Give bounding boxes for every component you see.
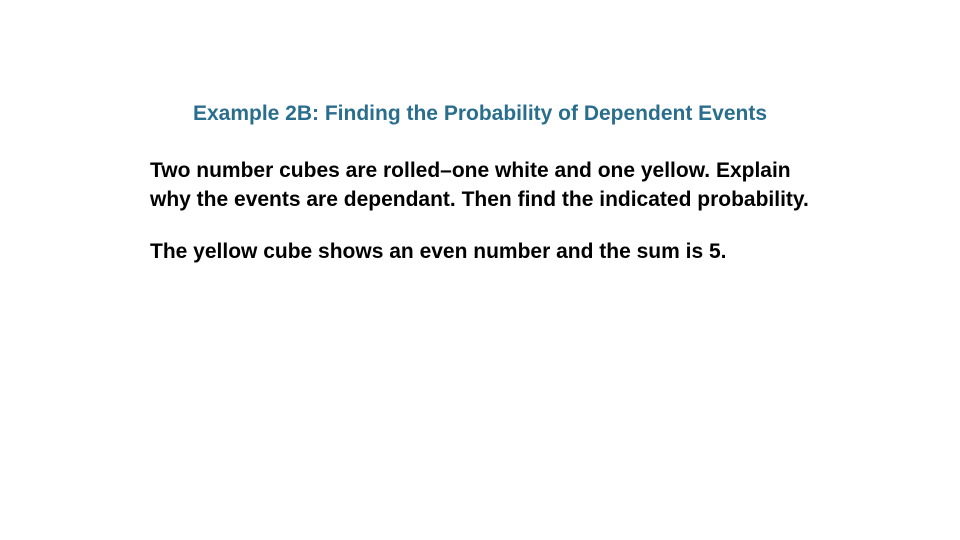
problem-statement: Two number cubes are rolled–one white an… <box>150 157 810 214</box>
question-text: The yellow cube shows an even number and… <box>150 238 810 266</box>
slide-container: Example 2B: Finding the Probability of D… <box>0 0 960 540</box>
example-heading: Example 2B: Finding the Probability of D… <box>150 100 810 127</box>
